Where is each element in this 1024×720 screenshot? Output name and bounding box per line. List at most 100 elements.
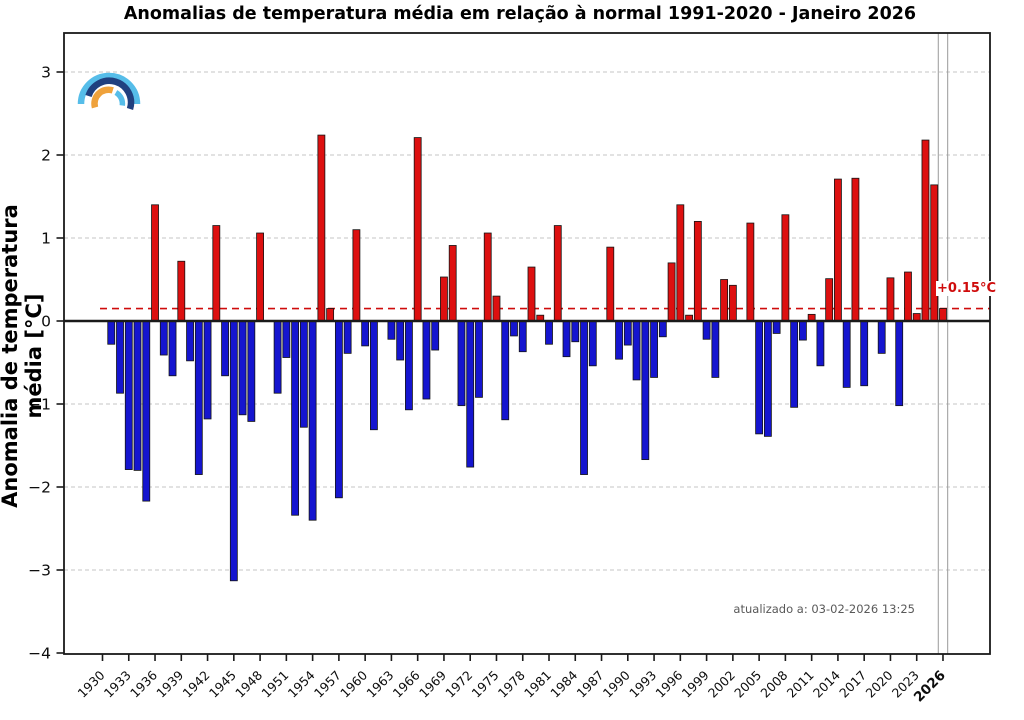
y-tick-label--2: −2 [28,479,51,497]
bar-1972 [466,320,475,468]
bar-1982 [553,225,562,322]
y-tick-label--1: −1 [28,396,51,414]
x-tick-label-1975: 1975 [468,668,501,701]
x-tick-label-1936: 1936 [127,667,160,700]
bar-1976 [501,320,510,421]
bar-2020 [886,277,895,322]
bar-1964 [396,320,405,361]
bar-1971 [457,320,466,407]
x-tick-label-1996: 1996 [652,667,685,700]
bar-1932 [116,320,124,394]
bar-1991 [632,320,641,381]
bar-2021 [895,320,904,407]
bar-2017 [860,320,869,387]
bar-1965 [405,320,413,411]
bar-2007 [772,320,781,334]
bar-1995 [667,262,676,322]
bar-1979 [527,266,536,322]
updated-timestamp: atualizado a: 03-02-2026 13:25 [733,602,915,616]
bar-2006 [763,320,772,437]
y-tick-label-0: 0 [41,313,51,331]
x-tick-label-1993: 1993 [626,668,659,701]
bar-2009 [790,320,799,408]
x-tick-label-2020: 2020 [862,667,895,700]
x-tick-label-2008: 2008 [757,667,790,700]
plot-frame [63,32,991,655]
bar-1943 [212,225,221,322]
bar-1941 [194,320,203,475]
bar-2001 [720,279,729,322]
bar-1993 [650,320,658,378]
bar-1983 [562,320,571,358]
x-tick-label-1978: 1978 [495,667,528,700]
bar-1948 [256,232,264,322]
x-tick-label-2002: 2002 [705,668,738,701]
bar-1968 [431,320,440,351]
bar-2014 [834,178,842,322]
bar-2000 [711,320,720,378]
x-tick-label-2011: 2011 [784,668,817,701]
x-tick-label-1981: 1981 [521,668,554,701]
bar-1938 [168,320,177,377]
bar-1985 [580,320,588,475]
bar-2026 [939,308,947,322]
bar-1998 [693,220,702,322]
x-tick-label-1939: 1939 [153,667,186,700]
bar-1950 [273,320,282,394]
x-tick-label-1990: 1990 [600,667,633,700]
bar-1970 [448,245,457,322]
x-tick-label-1933: 1933 [101,668,134,701]
bar-2010 [799,320,807,341]
x-tick-label-1942: 1942 [180,668,213,701]
x-tick-label-2014: 2014 [810,667,843,700]
x-tick-label-1957: 1957 [311,668,344,701]
bar-1984 [571,320,580,343]
bar-1947 [247,320,256,422]
bar-1990 [623,320,632,346]
bar-1952 [291,320,300,516]
bar-1933 [124,320,133,470]
bar-2024 [921,139,930,322]
x-tick-label-1930: 1930 [75,667,108,700]
bar-2016 [851,177,860,322]
x-tick-label-1999: 1999 [679,667,712,700]
bar-2019 [877,320,886,354]
bar-1939 [177,260,186,322]
bar-1959 [352,229,361,322]
bar-1973 [475,320,483,398]
bar-1935 [142,320,151,502]
x-tick-label-1954: 1954 [285,667,318,700]
bar-1978 [518,320,527,353]
x-tick-label-1948: 1948 [232,667,265,700]
bar-1954 [308,320,317,521]
logo-inner-arc [114,90,126,106]
bar-2022 [904,271,912,322]
bar-2013 [825,278,834,322]
bar-1966 [413,137,422,322]
y-tick-label--4: −4 [28,645,51,663]
y-tick-label-3: 3 [41,64,51,82]
bar-1960 [361,320,370,347]
bar-1967 [422,320,431,400]
bar-1936 [151,204,159,322]
bar-1992 [641,320,650,461]
bar-1994 [658,320,667,338]
bar-1951 [282,320,291,358]
x-tick-label-2005: 2005 [731,668,764,701]
x-tick-label-1966: 1966 [390,667,423,700]
bar-1934 [133,320,142,471]
reference-line-label: +0.15°C [936,281,998,296]
x-tick-label-1972: 1972 [442,668,475,701]
y-tick-label-2: 2 [41,147,51,165]
bar-1944 [221,320,229,377]
bar-1977 [510,320,518,337]
bar-2008 [781,214,790,322]
bar-1999 [702,320,711,340]
bar-1942 [203,320,212,420]
bar-1963 [387,320,396,340]
bar-1969 [440,276,448,322]
x-tick-label-1987: 1987 [574,668,607,701]
bar-1989 [615,320,623,360]
x-tick-label-1951: 1951 [258,668,291,701]
